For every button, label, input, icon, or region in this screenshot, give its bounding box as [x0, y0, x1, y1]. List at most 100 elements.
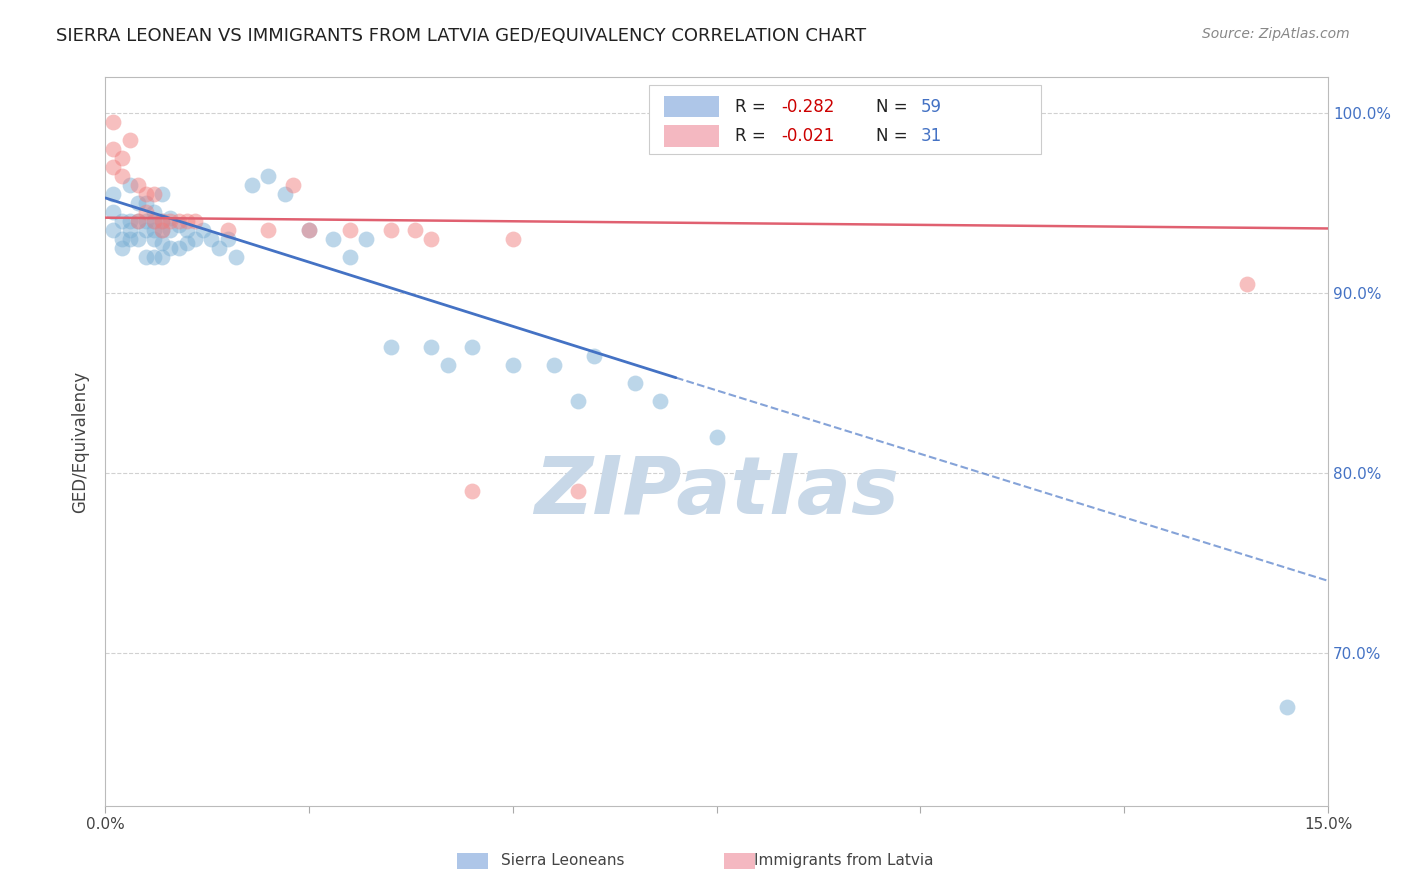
Point [118, 223, 141, 237]
Point [159, 211, 181, 225]
Point [150, 214, 173, 228]
Point [502, 232, 524, 246]
Point [110, 152, 132, 166]
Point [200, 232, 222, 246]
Point [150, 223, 173, 237]
Point [257, 223, 280, 237]
Point [461, 340, 484, 354]
Point [583, 349, 606, 363]
Point [103, 205, 125, 219]
Point [118, 133, 141, 147]
Point [150, 187, 173, 202]
Point [118, 214, 141, 228]
Point [103, 115, 125, 129]
Point [217, 232, 239, 246]
Text: 31: 31 [921, 127, 942, 145]
FancyBboxPatch shape [664, 125, 718, 146]
Point [339, 223, 361, 237]
Point [110, 214, 132, 228]
Point [135, 187, 157, 202]
Point [135, 223, 157, 237]
Point [543, 358, 565, 372]
Point [135, 196, 157, 211]
Point [502, 358, 524, 372]
Point [103, 223, 125, 237]
Point [167, 218, 190, 232]
Point [298, 223, 321, 237]
Point [143, 223, 166, 237]
Point [298, 223, 321, 237]
Point [176, 223, 198, 237]
Point [118, 232, 141, 246]
Point [135, 214, 157, 228]
Point [420, 232, 443, 246]
Point [225, 250, 247, 264]
Point [217, 223, 239, 237]
Point [127, 196, 149, 211]
Point [103, 161, 125, 175]
Text: N =: N = [876, 127, 912, 145]
Point [150, 223, 173, 237]
Point [159, 223, 181, 237]
Text: Immigrants from Latvia: Immigrants from Latvia [754, 854, 934, 868]
Point [240, 178, 263, 193]
Point [143, 250, 166, 264]
Point [135, 205, 157, 219]
Point [135, 250, 157, 264]
Text: Sierra Leoneans: Sierra Leoneans [501, 854, 624, 868]
FancyBboxPatch shape [650, 85, 1040, 154]
Point [322, 232, 344, 246]
Point [420, 340, 443, 354]
Point [191, 223, 214, 237]
Text: N =: N = [876, 97, 912, 116]
Point [461, 483, 484, 498]
Point [184, 214, 207, 228]
Point [176, 214, 198, 228]
Point [404, 223, 426, 237]
Point [127, 232, 149, 246]
Point [208, 241, 231, 255]
Point [143, 214, 166, 228]
Point [167, 214, 190, 228]
Point [1236, 277, 1258, 292]
Point [159, 241, 181, 255]
Point [110, 232, 132, 246]
Text: R =: R = [735, 127, 770, 145]
Point [143, 205, 166, 219]
Text: 59: 59 [921, 97, 942, 116]
Text: R =: R = [735, 97, 770, 116]
Y-axis label: GED/Equivalency: GED/Equivalency [72, 370, 89, 513]
Text: ZIPatlas: ZIPatlas [534, 453, 900, 532]
Point [706, 430, 728, 444]
Point [624, 376, 647, 390]
Point [648, 394, 671, 409]
Point [567, 483, 589, 498]
Point [110, 241, 132, 255]
Point [354, 232, 377, 246]
Point [281, 178, 304, 193]
Point [143, 232, 166, 246]
Point [143, 187, 166, 202]
FancyBboxPatch shape [664, 95, 718, 118]
Point [150, 250, 173, 264]
Point [118, 178, 141, 193]
Point [150, 235, 173, 250]
Point [127, 214, 149, 228]
Point [176, 235, 198, 250]
Point [184, 232, 207, 246]
Point [380, 340, 402, 354]
Point [143, 214, 166, 228]
Point [567, 394, 589, 409]
Point [103, 142, 125, 156]
Point [339, 250, 361, 264]
Text: -0.021: -0.021 [782, 127, 835, 145]
Point [1277, 699, 1299, 714]
Point [380, 223, 402, 237]
Point [167, 241, 190, 255]
Text: Source: ZipAtlas.com: Source: ZipAtlas.com [1202, 27, 1350, 41]
Point [150, 214, 173, 228]
Point [436, 358, 458, 372]
Point [257, 169, 280, 184]
Point [103, 187, 125, 202]
Point [127, 214, 149, 228]
